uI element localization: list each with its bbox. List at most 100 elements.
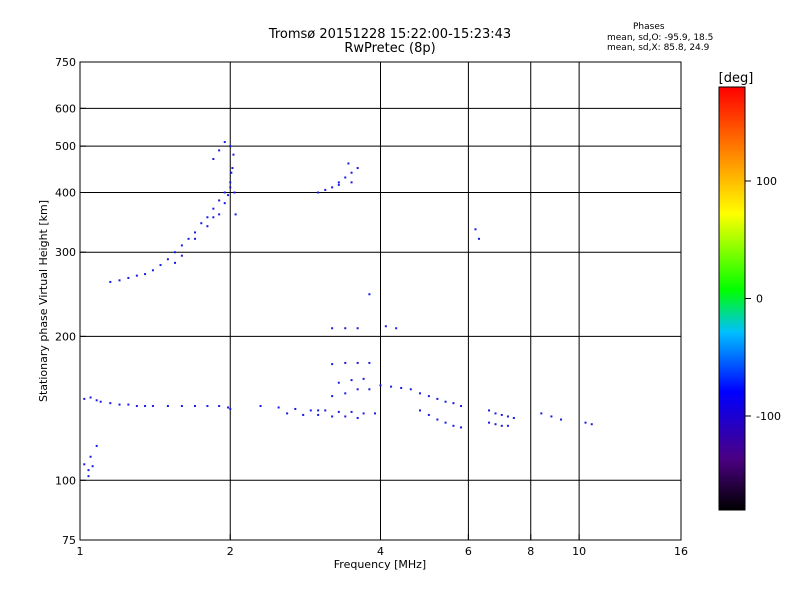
echo-point [590,423,593,426]
echo-point [356,388,359,391]
echo-point [83,463,86,466]
echo-point [180,254,183,257]
echo-point [337,381,340,384]
echo-point [118,403,121,406]
echo-point [151,269,154,272]
echo-point [337,410,340,413]
echo-point [344,327,347,330]
echo-point [87,475,90,478]
echo-point [331,363,334,366]
echo-point [218,199,221,202]
echo-point [229,407,232,410]
echo-point [331,327,334,330]
echo-point [494,412,497,415]
echo-point [200,222,203,225]
echo-point [400,386,403,389]
echo-point [331,415,334,418]
echo-point [218,149,221,152]
echo-point [109,280,112,283]
echo-point [223,141,226,144]
echo-point [419,409,422,412]
echo-point [584,421,587,424]
colorbar [718,86,746,511]
echo-point [109,402,112,405]
echo-point [379,384,382,387]
echo-point [259,405,262,408]
echo-point [144,273,147,276]
echo-point [550,415,553,418]
echo-point [194,405,197,408]
echo-point [436,418,439,421]
echo-point [500,413,503,416]
echo-point [560,418,563,421]
phases-o-stats: mean, sd,O: -95.9, 18.5 [607,33,714,43]
echo-point [233,191,236,194]
echo-point [317,413,320,416]
echo-point [166,405,169,408]
echo-point [350,410,353,413]
echo-point [356,361,359,364]
echo-point [89,396,92,399]
echo-point [344,176,347,179]
echo-point [477,237,480,240]
echo-point [83,397,86,400]
echo-point [135,274,138,277]
colorbar-label: [deg] [719,71,754,86]
x-tick-label: 10 [572,545,586,558]
echo-point [324,188,327,191]
echo-point [118,279,121,282]
echo-point [187,237,190,240]
echo-point [474,228,477,231]
colorbar-tick-label: 100 [756,175,777,188]
echo-point [356,167,359,170]
echo-point [89,455,92,458]
echo-point [350,171,353,174]
echo-point [206,405,209,408]
echo-point [95,399,98,402]
echo-point [212,216,215,219]
echo-point [444,421,447,424]
echo-point [374,412,377,415]
phases-heading: Phases [633,22,665,32]
echo-point [135,405,138,408]
echo-point [91,465,94,468]
echo-point [127,276,130,279]
echo-point [344,415,347,418]
chart-title: Tromsø 20151228 15:22:00-15:23:43 [268,27,512,42]
echo-point [309,409,312,412]
echo-point [173,261,176,264]
echo-point [409,388,412,391]
echo-point [277,406,280,409]
x-tick-label: 4 [377,545,384,558]
y-axis-label: Stationary phase Virtual Height [km] [37,200,50,402]
echo-point [444,400,447,403]
echo-point [206,225,209,228]
echo-point [223,202,226,205]
echo-point [350,181,353,184]
colorbar-tick-label: -100 [756,410,781,423]
echo-point [294,407,297,410]
echo-point [488,409,491,412]
echo-point [384,325,387,328]
echo-point [180,405,183,408]
echo-point [194,231,197,234]
echo-point [151,405,154,408]
echo-point [356,416,359,419]
y-tick-label: 75 [62,534,76,547]
chart-subtitle: RwPretec (8p) [344,41,436,56]
y-tick-label: 200 [55,330,76,343]
echo-point [452,402,455,405]
echo-point [362,377,365,380]
echo-point [427,413,430,416]
echo-point [460,426,463,429]
echo-point [231,167,234,170]
x-axis-label: Frequency [MHz] [334,558,426,571]
echo-point [324,409,327,412]
echo-point [212,207,215,210]
y-tick-label: 400 [55,186,76,199]
x-tick-label: 16 [674,545,688,558]
echo-point [337,181,340,184]
echo-point [180,244,183,247]
echo-point [540,412,543,415]
echo-point [127,403,130,406]
